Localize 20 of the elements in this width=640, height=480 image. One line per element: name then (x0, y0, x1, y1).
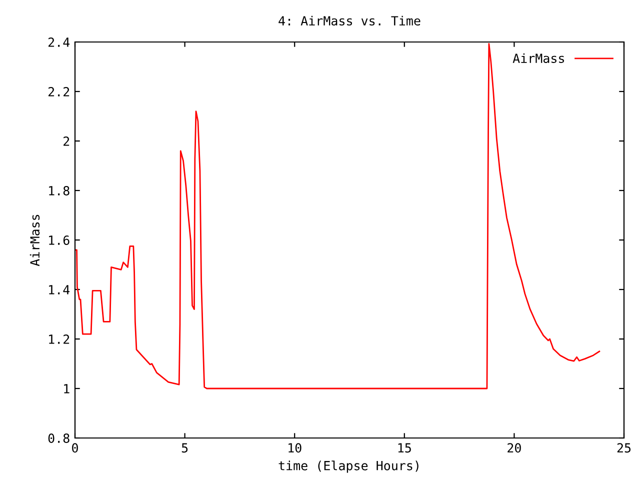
y-tick-label: 2.4 (48, 38, 70, 47)
y-tick-label: 1.6 (49, 236, 70, 245)
y-axis-title: AirMass (30, 214, 40, 266)
legend-label: AirMass (512, 53, 564, 63)
y-tick-label: 1.2 (49, 334, 70, 344)
chart-title: 4: AirMass vs. Time (278, 16, 420, 26)
x-tick-label: 20 (508, 443, 521, 453)
y-tick-label: 1.8 (49, 186, 70, 196)
y-tick-label: 1.4 (49, 285, 70, 294)
y-tick-label: 1 (64, 384, 70, 394)
y-tick-label: 2.2 (48, 87, 70, 96)
x-tick-label: 25 (617, 443, 631, 453)
x-tick-label: 10 (288, 443, 302, 453)
y-tick-label: 0.8 (48, 434, 70, 443)
x-tick-label: 5 (182, 443, 188, 453)
x-axis-title: time (Elapse Hours) (278, 460, 418, 473)
x-tick-label: 0 (72, 443, 78, 453)
y-tick-label: 2 (64, 136, 70, 146)
line-series (75, 43, 600, 390)
x-tick-label: 15 (398, 443, 411, 453)
